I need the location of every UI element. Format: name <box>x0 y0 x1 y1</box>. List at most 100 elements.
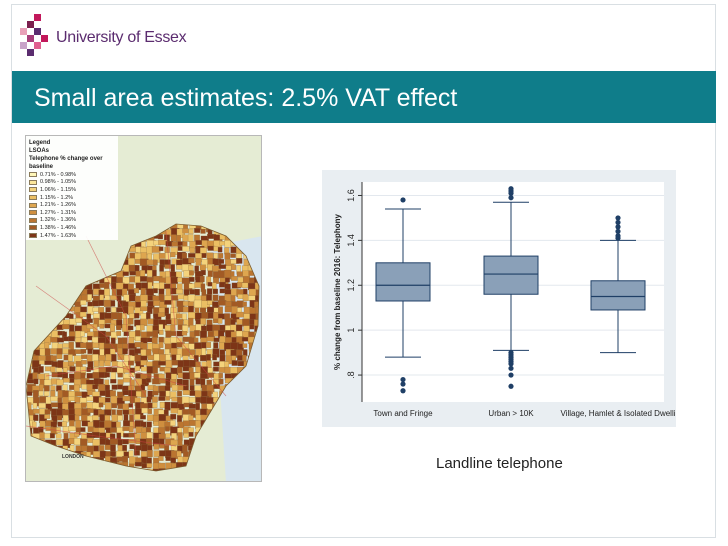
lsoa-cell <box>33 378 39 385</box>
lsoa-cell <box>157 234 163 240</box>
lsoa-cell <box>98 402 104 408</box>
lsoa-cell <box>158 336 164 343</box>
lsoa-cell <box>86 396 94 402</box>
lsoa-cell <box>189 359 196 368</box>
legend-swatch <box>29 172 37 178</box>
lsoa-cell <box>158 361 167 366</box>
lsoa-cell <box>80 427 86 432</box>
lsoa-cell <box>140 324 145 331</box>
lsoa-cell <box>134 252 142 260</box>
essex-logo-icon <box>20 14 50 58</box>
lsoa-cell <box>146 421 152 428</box>
lsoa-cell <box>146 449 153 458</box>
lsoa-cell <box>140 366 148 372</box>
lsoa-cell <box>69 313 74 319</box>
lsoa-cell <box>69 366 76 372</box>
lsoa-cell <box>177 415 183 423</box>
legend-item: 1.06% - 1.15% <box>29 186 115 194</box>
lsoa-cell <box>80 349 87 354</box>
lsoa-cell <box>111 414 118 422</box>
lsoa-cell <box>224 366 231 374</box>
lsoa-cell <box>261 336 262 345</box>
legend-item: 1.32% - 1.36% <box>29 217 115 225</box>
lsoa-cell <box>140 415 146 420</box>
lsoa-cell <box>177 366 183 374</box>
lsoa-cell <box>141 407 148 414</box>
lsoa-cell <box>153 450 160 457</box>
lsoa-cell <box>153 300 161 306</box>
lsoa-cell <box>81 325 91 334</box>
lsoa-cell <box>236 258 243 264</box>
lsoa-cell <box>218 264 227 269</box>
lsoa-cell <box>242 318 250 327</box>
lsoa-cell <box>195 402 200 411</box>
lsoa-cell <box>56 379 64 386</box>
lsoa-cell <box>92 354 99 362</box>
lsoa-cell <box>194 330 200 337</box>
lsoa-cell <box>261 248 262 252</box>
lsoa-cell <box>212 354 217 361</box>
outlier-point <box>400 376 406 383</box>
lsoa-cell <box>153 288 158 294</box>
lsoa-cell <box>109 438 119 445</box>
lsoa-cell <box>38 390 44 396</box>
lsoa-cell <box>74 372 82 380</box>
lsoa-cell <box>110 300 116 307</box>
outlier-point <box>400 381 406 387</box>
lsoa-cell <box>67 361 75 367</box>
lsoa-cell <box>181 277 191 284</box>
lsoa-cell <box>110 379 117 384</box>
outlier-point <box>508 186 514 192</box>
lsoa-cell <box>213 366 219 372</box>
lsoa-cell <box>116 450 124 457</box>
lsoa-cell <box>177 390 182 397</box>
lsoa-cell <box>177 294 185 300</box>
lsoa-cell <box>57 415 63 421</box>
lsoa-cell <box>117 379 124 385</box>
lsoa-cell <box>68 336 75 342</box>
lsoa-cell <box>183 420 190 427</box>
lsoa-cell <box>153 259 158 266</box>
lsoa-cell <box>146 396 152 403</box>
lsoa-cell <box>165 433 171 438</box>
lsoa-cell <box>146 463 153 468</box>
lsoa-cell <box>182 246 190 252</box>
lsoa-cell <box>98 445 105 452</box>
lsoa-cell <box>128 409 135 415</box>
university-brand: University of Essex <box>56 29 187 46</box>
legend-swatch <box>29 217 37 223</box>
lsoa-cell <box>110 395 118 404</box>
lsoa-cell <box>153 421 159 426</box>
lsoa-cell <box>38 366 44 373</box>
legend-title: Legend <box>29 140 51 146</box>
lsoa-cell <box>152 402 158 408</box>
x-category-label: Town and Fringe <box>373 409 433 418</box>
y-tick-label: .8 <box>346 371 356 379</box>
lsoa-cell <box>145 349 152 356</box>
lsoa-cell <box>147 355 155 360</box>
lsoa-cell <box>128 258 135 266</box>
lsoa-cell <box>43 385 50 392</box>
place-label-london: LONDON <box>62 454 84 460</box>
lsoa-cell <box>92 372 100 379</box>
lsoa-cell <box>68 438 75 445</box>
lsoa-cell <box>212 294 219 302</box>
lsoa-cell <box>116 331 122 336</box>
x-category-label: Village, Hamlet & Isolated Dwelli <box>560 409 675 418</box>
lsoa-cell <box>261 480 262 482</box>
lsoa-cell <box>207 282 213 287</box>
legend-label: 1.27% - 1.31% <box>40 209 77 216</box>
legend-item: 1.27% - 1.31% <box>29 209 115 217</box>
lsoa-cell <box>62 324 70 330</box>
lsoa-cell <box>145 378 151 383</box>
legend-label: 1.32% - 1.36% <box>40 217 77 224</box>
lsoa-cell <box>141 378 149 387</box>
lsoa-cell <box>193 372 202 378</box>
y-tick-label: 1.6 <box>346 189 356 202</box>
lsoa-cell <box>33 414 39 421</box>
lsoa-cell <box>69 378 75 383</box>
box-plot-canvas: .8 1 1.2 1.4 1.6 % change from baseline 2016:… <box>333 182 676 418</box>
lsoa-cell <box>194 342 203 350</box>
lsoa-cell <box>128 450 134 457</box>
lsoa-cell <box>87 348 93 354</box>
